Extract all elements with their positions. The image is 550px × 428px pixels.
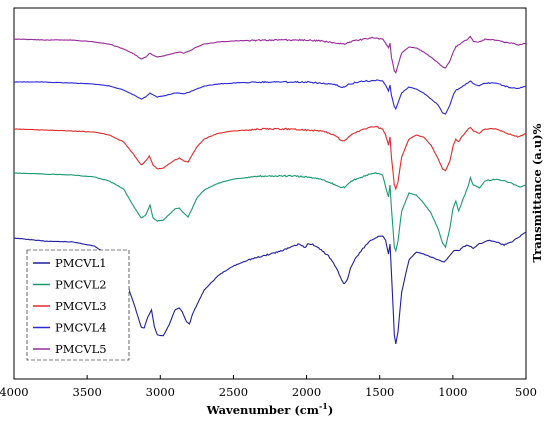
legend-label: PMCVL1 <box>55 256 107 270</box>
x-axis-ticks: 4000 3500 3000 2500 2000 1500 1000 500 <box>0 375 537 399</box>
x-tick-label: 4000 <box>0 385 29 399</box>
x-tick-label: 2500 <box>219 385 248 399</box>
x-tick-label: 1500 <box>365 385 394 399</box>
x-tick-label: 2000 <box>292 385 321 399</box>
plot-frame <box>13 7 527 380</box>
legend-label: PMCVL4 <box>55 321 107 335</box>
series-line-pmcvl4 <box>13 79 527 115</box>
y-axis-label: Transmittance (a.u)% <box>530 123 544 262</box>
series-line-pmcvl3 <box>13 125 527 191</box>
x-tick-label: 1000 <box>438 385 467 399</box>
series-line-pmcvl2 <box>13 171 527 253</box>
legend-label: PMCVL3 <box>55 299 107 313</box>
legend-label: PMCVL2 <box>55 278 107 292</box>
legend-label: PMCVL5 <box>55 342 107 356</box>
x-axis-label: Wavenumber (cm-1) <box>206 401 334 417</box>
legend-box <box>26 249 130 361</box>
x-tick-label: 3500 <box>73 385 102 399</box>
x-tick-label: 500 <box>515 385 537 399</box>
x-tick-label: 3000 <box>146 385 175 399</box>
legend: PMCVL1 PMCVL2 PMCVL3 PMCVL4 PMCVL5 <box>26 249 130 361</box>
series-layer <box>13 35 527 344</box>
series-line-pmcvl5 <box>13 35 527 75</box>
